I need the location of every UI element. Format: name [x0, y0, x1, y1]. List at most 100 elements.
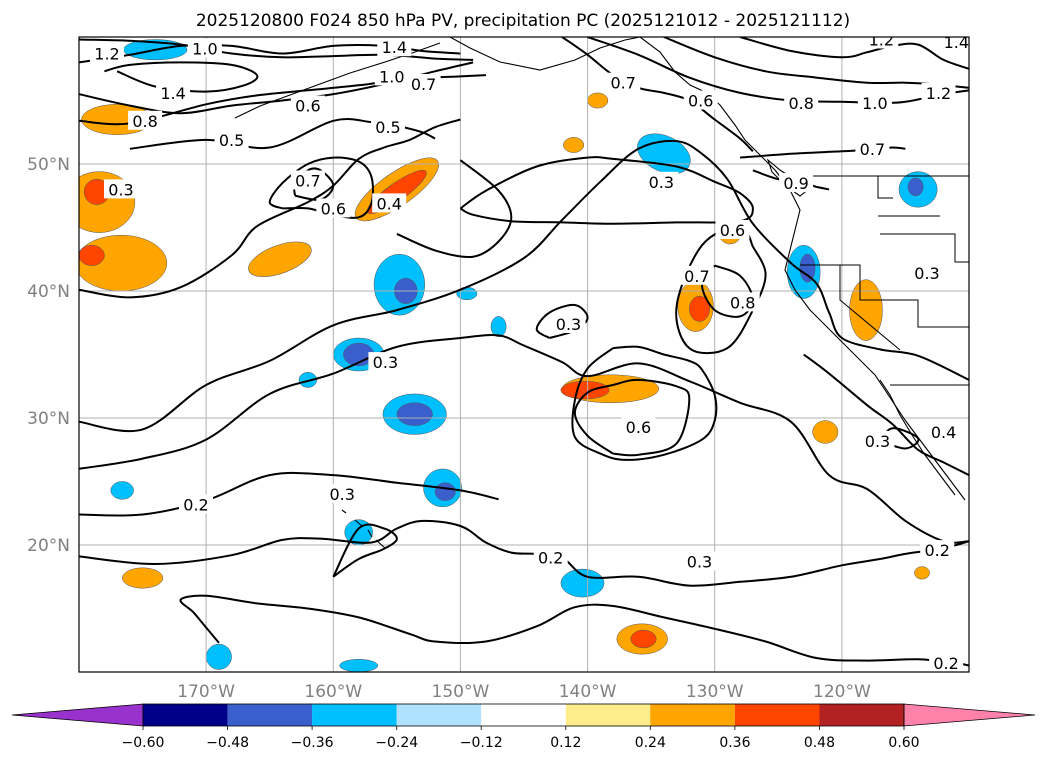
precip-region-13 [563, 137, 585, 153]
contour-label-2: 1.4 [382, 38, 407, 57]
pv-contour-0-5-11 [396, 159, 513, 259]
contour-label-32: 0.4 [931, 423, 956, 442]
longitude-tick-label-5: 120°W [813, 682, 871, 702]
chart-title: 2025120800 F024 850 hPa PV, precipitatio… [196, 11, 850, 31]
colorbar-segment-3 [312, 704, 397, 726]
colorbar-tick-label-6: 0.24 [635, 735, 666, 751]
map-background [79, 37, 969, 672]
contour-label-4: 0.7 [411, 75, 436, 94]
colorbar-segment-4 [396, 704, 482, 726]
colorbar-tick-label-4: −0.12 [460, 735, 503, 751]
contour-label-35: 0.2 [538, 549, 563, 568]
contour-label-bg-9 [214, 129, 249, 149]
map-frame [78, 36, 970, 673]
contour-label-bg-35 [533, 547, 568, 567]
longitude-tick-label-3: 140°W [559, 682, 617, 702]
precip-region-38 [560, 568, 605, 598]
us-state-borders [800, 264, 969, 328]
contour-label-bg-11 [290, 170, 325, 190]
contour-label-18: 1.0 [862, 94, 887, 113]
colorbar-segment-5 [481, 704, 566, 726]
contour-label-26: 0.8 [730, 293, 755, 312]
contour-label-16: 0.6 [688, 92, 713, 111]
precip-region-40 [339, 659, 379, 672]
contour-label-1: 1.0 [192, 39, 217, 58]
pv-contour-1-2-19 [79, 38, 474, 61]
longitude-tick-label-0: 170°W [177, 682, 235, 702]
contour-label-bg-8 [371, 117, 405, 137]
pv-contour-1-18 [79, 43, 461, 64]
contour-label-12: 0.4 [376, 194, 401, 213]
colorbar-tick-label-9: 0.60 [888, 735, 919, 751]
contour-label-9: 0.5 [219, 131, 244, 150]
contour-label-21: 1.4 [944, 33, 969, 52]
contour-label-3: 1.0 [379, 67, 404, 86]
contour-label-29: 0.3 [373, 353, 398, 372]
contour-label-24: 0.6 [720, 221, 745, 240]
contour-label-bg-7 [128, 110, 163, 130]
latitude-tick-label-1: 30°N [27, 409, 70, 429]
pv-contour-0-2-3 [179, 594, 969, 667]
colorbar-tick-label-2: −0.36 [291, 735, 334, 751]
longitude-tick-labels: 170°W 160°W 150°W 140°W 130°W 120°W [177, 682, 871, 702]
pv-contour-1-2-25 [739, 37, 969, 70]
contour-label-38: 0.2 [933, 654, 958, 673]
precip-region-11 [689, 295, 710, 322]
contour-label-bg-23 [779, 173, 814, 193]
pv-contour-0-3-4 [79, 334, 969, 544]
contour-label-8: 0.5 [375, 118, 400, 137]
colorbar-segment-1 [143, 704, 228, 726]
contour-label-bg-25 [679, 265, 714, 285]
contour-label-bg-4 [406, 74, 441, 93]
colorbar-tick-labels: −0.60 −0.48 −0.36 −0.24 −0.12 0.12 0.24 0.36 0.4… [122, 726, 920, 751]
contour-label-11: 0.7 [295, 172, 320, 191]
colorbar-outline [142, 703, 905, 727]
contour-label-30: 0.6 [626, 418, 651, 437]
contour-label-27: 0.3 [914, 264, 939, 283]
precip-region-19 [630, 629, 657, 649]
precip-region-39 [205, 643, 232, 670]
colorbar-tick-label-0: −0.60 [122, 735, 165, 751]
contour-label-bg-31 [860, 430, 895, 450]
contour-label-bg-15 [606, 72, 641, 92]
precip-region-37 [907, 177, 924, 197]
pv-contour-0-5-10 [129, 118, 436, 150]
latitude-tick-label-3: 50°N [27, 155, 70, 175]
colorbar-tick-label-1: −0.48 [206, 735, 249, 751]
contour-label-bg-32 [926, 422, 961, 441]
contour-label-37: 0.2 [924, 541, 949, 560]
contour-label-33: 0.2 [183, 495, 208, 514]
political-borders [800, 175, 969, 386]
precip-region-9 [560, 380, 610, 400]
colorbar-extend-max [903, 703, 1036, 727]
contour-label-bg-3 [374, 66, 409, 86]
state-border-lines [878, 215, 969, 263]
contour-label-10: 0.3 [108, 180, 133, 199]
contour-labels: 1.2 1.0 1.41.0 0.71.40.60.8 0.50.50.3 0.70.40… [90, 33, 969, 673]
contour-label-22: 0.7 [860, 140, 885, 159]
colorbar [11, 703, 1036, 727]
pv-contour-0-3-6 [459, 156, 754, 225]
longitude-tick-label-4: 130°W [686, 682, 744, 702]
contour-label-bg-37 [920, 540, 955, 560]
pv-contour-0-2-0 [79, 471, 499, 517]
pv-contour-0-4-8 [79, 118, 461, 299]
pv-contour-0-2-29 [803, 353, 969, 476]
contour-label-bg-21 [939, 37, 969, 52]
contour-label-bg-18 [857, 93, 892, 112]
colorbar-extend-min [11, 703, 144, 727]
contour-label-17: 0.8 [788, 94, 813, 113]
precip-region-35 [799, 253, 816, 283]
contour-label-bg-29 [368, 352, 403, 372]
colorbar-tick-label-7: 0.36 [719, 735, 750, 751]
longitude-tick-label-1: 160°W [304, 682, 362, 702]
contour-label-bg-0 [90, 43, 124, 63]
precip-region-14 [587, 92, 609, 109]
contour-label-bg-38 [929, 653, 964, 672]
border-segment [877, 176, 893, 199]
colorbar-segment-2 [227, 704, 313, 726]
precip-region-41 [490, 316, 507, 338]
contour-label-bg-20 [864, 37, 899, 49]
contour-label-34: 0.3 [329, 485, 354, 504]
contour-label-bg-17 [784, 93, 819, 112]
